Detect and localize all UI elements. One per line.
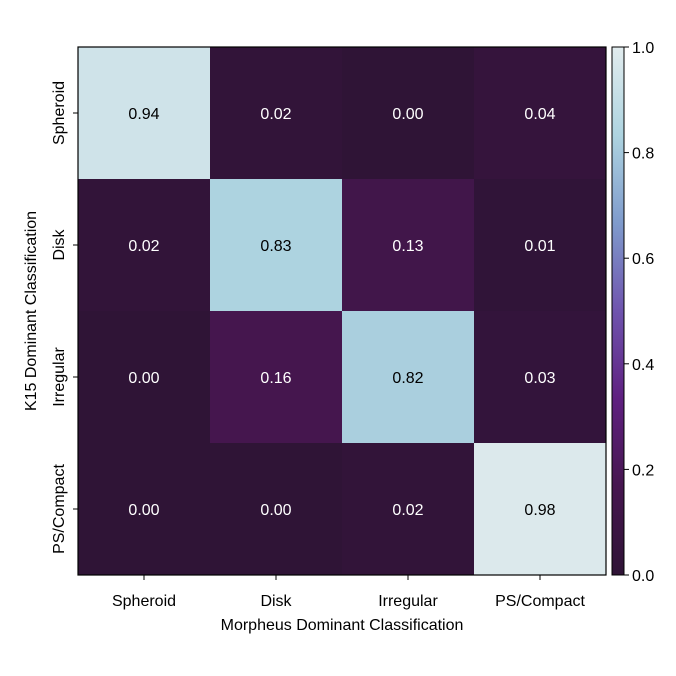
cell-value-label: 0.94 xyxy=(128,106,159,123)
cell-value-label: 0.83 xyxy=(260,238,291,255)
y-axis-ticks: Spheroid Disk Irregular PS/Compact xyxy=(51,81,78,554)
heatmap-cell xyxy=(474,443,606,575)
colorbar-tick-label: 0.2 xyxy=(632,462,654,479)
cell-value-label: 0.82 xyxy=(392,370,423,387)
cell-value-label: 0.16 xyxy=(260,370,291,387)
heatmap-cells: 0.94 0.02 0.00 0.04 0.02 0.83 0.13 0.01 0.00 0.16… xyxy=(78,47,606,575)
colorbar-ticks: 0.0 0.2 0.4 0.6 0.8 1.0 xyxy=(624,40,654,585)
y-tick-label: Irregular xyxy=(51,347,68,407)
heatmap-cell xyxy=(78,47,210,179)
cell-value-label: 0.98 xyxy=(524,502,555,519)
plot-frame xyxy=(77,46,607,576)
cell-value-label: 0.00 xyxy=(392,106,423,123)
cell-value-label: 0.02 xyxy=(392,502,423,519)
x-tick-label: Irregular xyxy=(378,593,438,610)
colorbar-tick-label: 0.4 xyxy=(632,357,654,374)
heatmap-cell xyxy=(78,179,210,311)
y-tick-label: PS/Compact xyxy=(51,464,68,554)
cell-value-label: 0.00 xyxy=(128,502,159,519)
cell-value-label: 0.03 xyxy=(524,370,555,387)
cell-value-label: 0.02 xyxy=(260,106,291,123)
heatmap-cell xyxy=(210,47,342,179)
heatmap-cell xyxy=(78,311,210,443)
x-tick-label: Disk xyxy=(260,593,292,610)
colorbar-tick-label: 1.0 xyxy=(632,40,654,57)
heatmap-cell xyxy=(342,443,474,575)
cell-value-label: 0.01 xyxy=(524,238,555,255)
x-axis-title: Morpheus Dominant Classification xyxy=(221,617,464,634)
cell-value-label: 0.02 xyxy=(128,238,159,255)
heatmap-cell xyxy=(474,47,606,179)
x-tick-label: PS/Compact xyxy=(495,593,585,610)
colorbar-tick-label: 0.8 xyxy=(632,146,654,163)
colorbar xyxy=(611,46,625,576)
cell-value-label: 0.04 xyxy=(524,106,555,123)
heatmap-cell xyxy=(474,311,606,443)
cell-value-label: 0.13 xyxy=(392,238,423,255)
y-tick-label: Spheroid xyxy=(51,81,68,145)
heatmap-cell xyxy=(342,179,474,311)
heatmap-cell xyxy=(210,311,342,443)
heatmap-cell xyxy=(210,443,342,575)
cell-value-label: 0.00 xyxy=(128,370,159,387)
heatmap-cell xyxy=(474,179,606,311)
cell-value-label: 0.00 xyxy=(260,502,291,519)
colorbar-tick-label: 0.6 xyxy=(632,251,654,268)
colorbar-tick-label: 0.0 xyxy=(632,568,654,585)
y-tick-label: Disk xyxy=(51,228,68,260)
x-tick-label: Spheroid xyxy=(112,593,176,610)
y-axis-title: K15 Dominant Classification xyxy=(23,211,40,411)
x-axis-ticks: Spheroid Disk Irregular PS/Compact xyxy=(112,575,585,610)
heatmap-cell xyxy=(342,47,474,179)
heatmap-cell xyxy=(78,443,210,575)
heatmap-cell xyxy=(342,311,474,443)
heatmap-cell xyxy=(210,179,342,311)
